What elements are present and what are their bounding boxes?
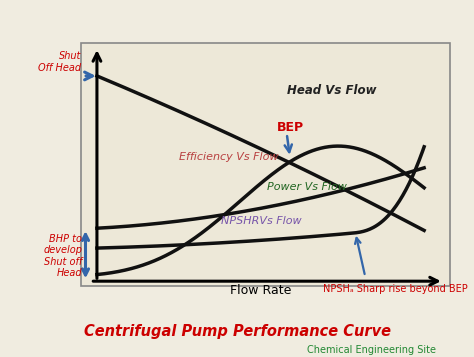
Text: Power Vs Flow: Power Vs Flow [267,182,347,192]
Text: Head Vs Flow: Head Vs Flow [287,84,376,97]
Text: NPSHₐ Sharp rise beyond BEP: NPSHₐ Sharp rise beyond BEP [323,284,467,294]
Text: Shut
Off Head: Shut Off Head [38,51,81,72]
Text: BEP: BEP [277,121,304,134]
Text: NPSHRVs Flow: NPSHRVs Flow [221,216,302,226]
Text: Chemical Engineering Site: Chemical Engineering Site [307,346,436,356]
Text: Efficiency Vs Flow: Efficiency Vs Flow [179,152,278,162]
Text: BHP to
develop
Shut off
Head: BHP to develop Shut off Head [43,233,82,278]
Text: Flow Rate: Flow Rate [230,284,291,297]
Text: Centrifugal Pump Performance Curve: Centrifugal Pump Performance Curve [83,323,391,338]
